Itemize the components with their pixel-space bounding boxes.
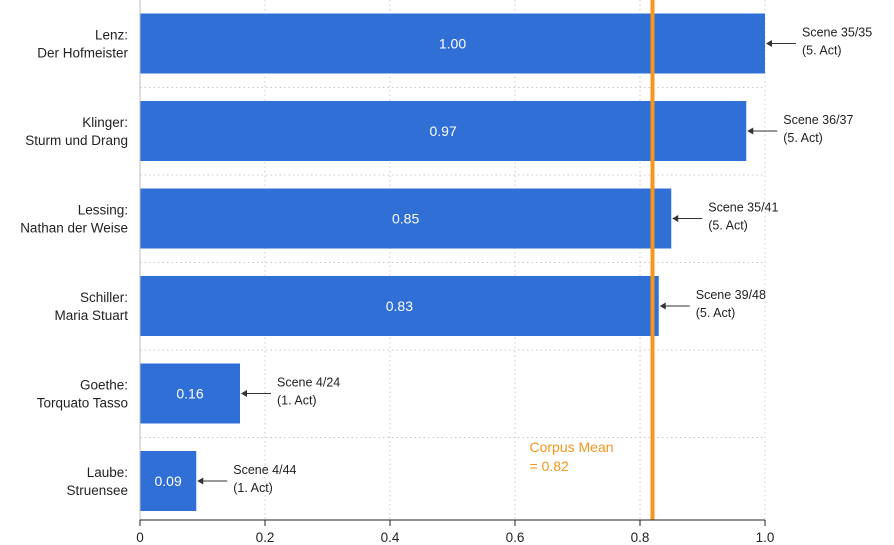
- annotation-arrow-head: [747, 127, 754, 135]
- annotation-label: Scene 4/24: [277, 376, 340, 390]
- annotation-label: Scene 36/37: [783, 113, 853, 127]
- bar: [140, 363, 240, 424]
- annotation-label: (5. Act): [708, 219, 748, 233]
- annotation-arrow-head: [197, 477, 204, 485]
- corpus-mean-label: Corpus Mean: [530, 439, 614, 455]
- category-label: Schiller:: [80, 290, 128, 305]
- annotation-arrow-head: [241, 390, 247, 397]
- category-label: Lessing:: [78, 203, 128, 218]
- annotation-label: (5. Act): [783, 131, 823, 145]
- annotation-label: (5. Act): [696, 306, 736, 320]
- category-label: Goethe:: [80, 378, 128, 393]
- bar: [140, 101, 747, 161]
- bar: [140, 276, 659, 336]
- bars-group: 1.00 0.97 0.85 0.83 0.16 0.09: [140, 13, 765, 511]
- annotation-arrow-head: [659, 302, 666, 310]
- annotation-arrow-head: [672, 215, 679, 222]
- annotation-label: Scene 35/41: [708, 201, 778, 215]
- bar-value-label: 0.16: [176, 386, 203, 402]
- grid-lines: [140, 0, 766, 520]
- corpus-mean-group: Corpus Mean = 0.82: [530, 0, 655, 520]
- annotations-group: Scene 35/35 (5. Act) Scene 36/37 (5. Act) Sc…: [197, 26, 872, 495]
- category-label: Der Hofmeister: [37, 46, 128, 61]
- annotation-label: Scene 39/48: [696, 288, 766, 302]
- category-label: Maria Stuart: [54, 308, 128, 323]
- x-axis-tick-label: 0: [136, 530, 144, 545]
- x-axis-tick-label: 0.4: [381, 530, 400, 545]
- annotation-arrow-head: [766, 40, 772, 47]
- category-label: Klinger:: [82, 115, 128, 130]
- category-label: Sturm und Drang: [25, 133, 128, 148]
- corpus-mean-label: = 0.82: [530, 458, 570, 474]
- bar-value-label: 0.97: [430, 123, 457, 139]
- bar: [140, 451, 197, 511]
- bar: [140, 188, 672, 249]
- x-axis-tick-label: 0.2: [256, 530, 275, 545]
- bar-value-label: 0.09: [155, 473, 182, 489]
- x-axis: 0 0.2 0.4 0.6 0.8 1.0: [136, 0, 774, 545]
- category-label: Lenz:: [95, 28, 128, 43]
- category-label: Nathan der Weise: [20, 221, 128, 236]
- category-labels-group: Lenz: Der Hofmeister Klinger: Sturm und Dra…: [20, 28, 128, 499]
- annotation-label: Scene 35/35: [802, 26, 872, 40]
- category-label: Torquato Tasso: [37, 396, 128, 411]
- bar: [140, 13, 765, 74]
- annotation-label: (1. Act): [233, 481, 273, 495]
- x-axis-tick-label: 1.0: [756, 530, 775, 545]
- bar-value-label: 0.83: [386, 298, 413, 314]
- annotation-label: (1. Act): [277, 394, 317, 408]
- x-axis-tick-label: 0.6: [506, 530, 525, 545]
- bar-value-label: 0.85: [392, 211, 419, 227]
- category-label: Struensee: [66, 483, 128, 498]
- annotation-label: Scene 4/44: [233, 463, 296, 477]
- x-axis-tick-label: 0.8: [631, 530, 650, 545]
- annotation-label: (5. Act): [802, 44, 842, 58]
- bar-value-label: 1.00: [439, 36, 466, 52]
- category-label: Laube:: [87, 465, 128, 480]
